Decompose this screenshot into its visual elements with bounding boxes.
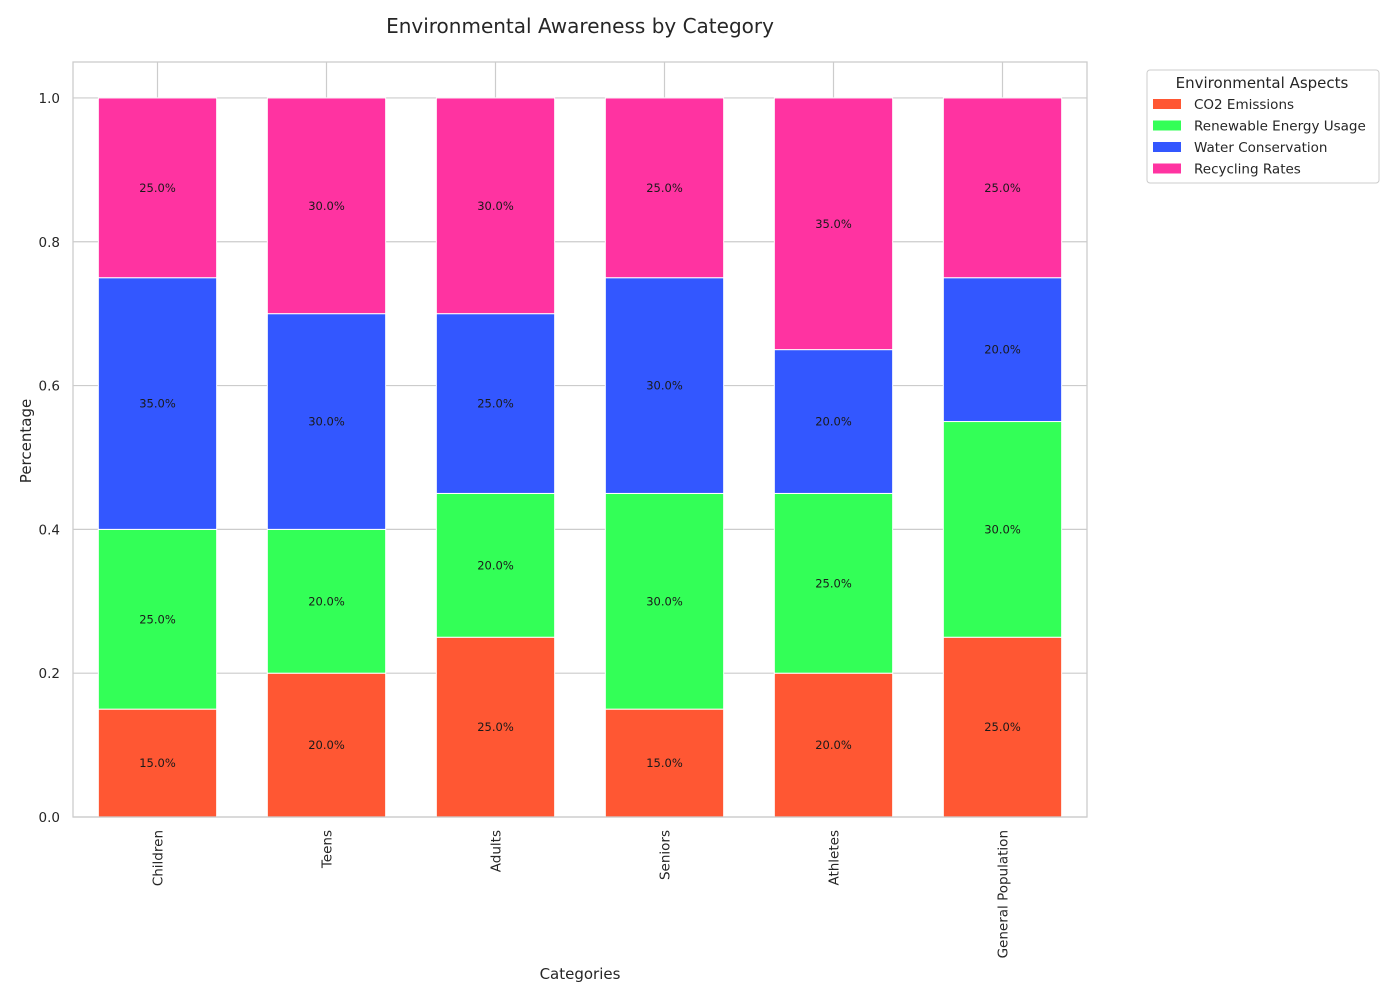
data-label: 25.0% (815, 576, 852, 590)
bar-segment (435, 636, 556, 818)
data-label: 25.0% (477, 397, 514, 411)
bar-segment (773, 672, 894, 818)
data-label: 20.0% (984, 343, 1021, 357)
bar-segment (773, 492, 894, 674)
plot-frame (72, 61, 1088, 818)
data-label: 15.0% (139, 756, 176, 770)
chart-title: Environmental Awareness by Category (386, 14, 774, 38)
x-tick-label: Seniors (658, 830, 674, 880)
bar-segment (604, 97, 725, 279)
y-tick-label: 0.0 (39, 810, 60, 826)
bar-segment (942, 277, 1063, 423)
bar-segment (435, 492, 556, 638)
data-label: 20.0% (308, 738, 345, 752)
bar-segment (773, 349, 894, 494)
legend-title: Environmental Aspects (1176, 74, 1349, 92)
x-tick-label: Adults (489, 830, 505, 872)
y-tick-label: 0.2 (39, 666, 60, 682)
data-label: 30.0% (308, 415, 345, 429)
data-label: 15.0% (646, 756, 683, 770)
data-label: 25.0% (139, 612, 176, 626)
legend: Environmental Aspects CO2 Emissions Renew… (1146, 69, 1380, 184)
x-axis-label: Categories (540, 965, 621, 983)
data-label: 25.0% (984, 720, 1021, 734)
legend-swatch (1153, 120, 1181, 131)
bar-segment (604, 492, 725, 710)
bar-segment (266, 672, 387, 818)
legend-swatch (1153, 99, 1181, 109)
x-axis-ticks: Children Teens Adults Seniors Athletes Genera… (151, 830, 1012, 958)
data-label: 25.0% (139, 181, 176, 195)
data-label: 35.0% (815, 217, 852, 231)
bar-segment (942, 421, 1063, 638)
legend-swatch (1153, 163, 1181, 174)
y-tick-label: 0.6 (39, 379, 60, 395)
bar-segment (97, 708, 218, 818)
legend-label: Water Conservation (1194, 140, 1327, 156)
bar-segment (942, 97, 1063, 279)
legend-label: Renewable Energy Usage (1194, 119, 1366, 135)
y-axis-label: Percentage (17, 399, 35, 483)
legend-label: Recycling Rates (1194, 162, 1301, 178)
bar-segment (435, 97, 556, 315)
bar-segment (604, 277, 725, 494)
data-label: 20.0% (308, 594, 345, 608)
data-label: 30.0% (984, 522, 1021, 536)
bar-segment (435, 313, 556, 494)
data-label: 30.0% (308, 199, 345, 213)
y-tick-label: 0.8 (39, 235, 60, 251)
data-label: 20.0% (477, 558, 514, 572)
data-label: 25.0% (984, 181, 1021, 195)
x-tick-label: General Population (996, 830, 1012, 958)
data-label: 35.0% (139, 397, 176, 411)
legend-swatch (1153, 142, 1181, 152)
data-label: 30.0% (646, 379, 683, 393)
data-label: 30.0% (477, 199, 514, 213)
x-tick-label: Children (151, 830, 167, 886)
legend-frame (1146, 69, 1380, 184)
y-tick-label: 1.0 (39, 91, 60, 107)
bar-segment (266, 528, 387, 674)
data-label: 20.0% (815, 738, 852, 752)
bar-segment (97, 97, 218, 279)
x-tick-label: Athletes (827, 830, 843, 886)
bar-segment (97, 528, 218, 710)
bar-segment (773, 97, 894, 351)
data-label: 25.0% (646, 181, 683, 195)
legend-items: CO2 Emissions Renewable Energy Usage Water… (1153, 97, 1366, 178)
bar-segment (266, 97, 387, 315)
bar-segment (942, 636, 1063, 818)
y-tick-label: 0.4 (39, 522, 60, 538)
data-label: 30.0% (646, 594, 683, 608)
bar-segment (604, 708, 725, 818)
legend-label: CO2 Emissions (1194, 97, 1294, 113)
y-axis-ticks: 0.0 0.2 0.4 0.6 0.8 1.0 (39, 91, 60, 826)
data-label: 20.0% (815, 415, 852, 429)
data-labels: 15.0% 25.0% 35.0% 25.0% 20.0% 20.0% 30.0% 30.0%… (139, 181, 1021, 770)
bars (97, 97, 1063, 818)
data-label: 25.0% (477, 720, 514, 734)
bar-segment (97, 277, 218, 530)
x-tick-label: Teens (320, 830, 336, 869)
